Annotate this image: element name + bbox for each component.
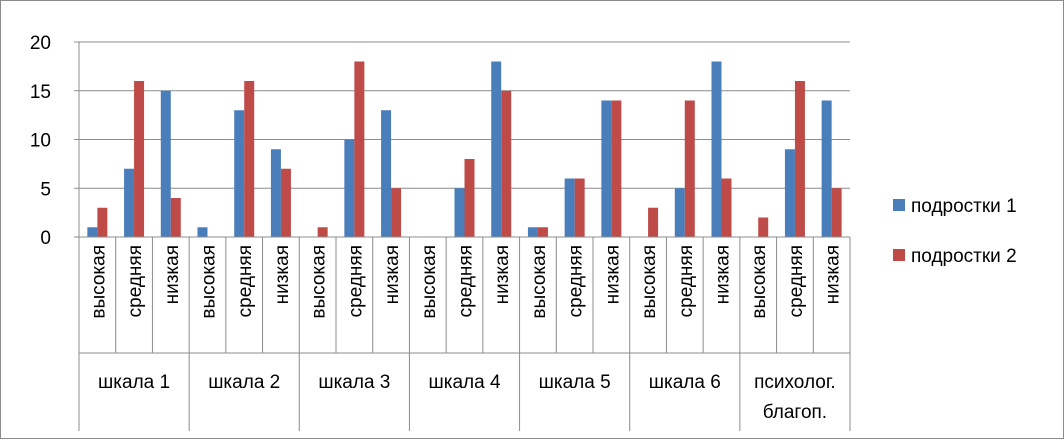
x-tick-label: средняя <box>786 245 807 317</box>
bar-2 <box>464 159 475 237</box>
group-label: психолог. благоп. <box>754 372 836 423</box>
bar-2 <box>501 90 512 237</box>
group-label: шкала 3 <box>318 372 390 393</box>
x-tick-label: средняя <box>345 245 366 317</box>
legend: подростки 1 подростки 2 <box>893 196 1017 267</box>
x-tick-label: низкая <box>823 245 844 304</box>
axes: 0 5 10 15 20 высокая средняя низкая высокая средн… <box>30 33 851 431</box>
group-label: шкала 4 <box>428 372 500 393</box>
bar-2 <box>134 81 145 237</box>
legend-label-2: подростки 2 <box>911 246 1017 267</box>
group-label: шкала 6 <box>649 372 721 393</box>
bar-1 <box>270 149 281 237</box>
x-tick-label: низкая <box>382 245 403 304</box>
bar-1 <box>491 61 502 237</box>
bar-1 <box>87 227 98 237</box>
bar-2 <box>574 178 585 237</box>
bar-1 <box>564 178 575 237</box>
x-tick-label: средняя <box>456 245 477 317</box>
x-tick-label: высокая <box>309 245 330 319</box>
bar-1 <box>124 168 135 237</box>
x-tick-label: средняя <box>676 245 697 317</box>
x-tick-label: низкая <box>713 245 734 304</box>
bar-2 <box>244 81 255 237</box>
bars <box>87 61 842 237</box>
bar-2 <box>684 100 695 237</box>
bar-1 <box>821 100 832 237</box>
x-tick-label: низкая <box>272 245 293 304</box>
group-label: шкала 2 <box>208 372 280 393</box>
y-tick-label: 10 <box>30 131 51 152</box>
x-tick-label: высокая <box>529 245 550 319</box>
y-tick-label: 15 <box>30 82 51 103</box>
bar-2 <box>831 188 842 237</box>
bar-2 <box>170 198 181 237</box>
x-tick-label: низкая <box>602 245 623 304</box>
bar-2 <box>758 217 769 237</box>
bar-1 <box>381 110 392 237</box>
bar-1 <box>197 227 208 237</box>
x-tick-label: высокая <box>419 245 440 319</box>
bar-2 <box>391 188 402 237</box>
y-tick-label: 20 <box>30 33 51 54</box>
bar-1 <box>601 100 612 237</box>
bar-1 <box>344 139 355 237</box>
group-label: шкала 5 <box>539 372 611 393</box>
bar-2 <box>97 207 108 237</box>
bar-1 <box>674 188 685 237</box>
bar-2 <box>648 207 659 237</box>
y-tick-label: 5 <box>40 179 51 200</box>
bar-2 <box>354 61 365 237</box>
x-tick-label: средняя <box>235 245 256 317</box>
group-label: шкала 1 <box>98 372 170 393</box>
bar-1 <box>160 90 171 237</box>
bar-2 <box>317 227 328 237</box>
x-tick-label: низкая <box>162 245 183 304</box>
bar-1 <box>784 149 795 237</box>
bar-1 <box>711 61 722 237</box>
bar-1 <box>454 188 465 237</box>
bar-2 <box>280 168 291 237</box>
x-tick-label: средняя <box>566 245 587 317</box>
x-tick-label: средняя <box>125 245 146 317</box>
bar-2 <box>721 178 732 237</box>
legend-swatch-1 <box>893 199 905 211</box>
bar-2 <box>537 227 548 237</box>
x-tick-label: высокая <box>639 245 660 319</box>
y-tick-label: 0 <box>40 228 51 249</box>
legend-swatch-2 <box>893 249 905 261</box>
bar-2 <box>794 81 805 237</box>
x-tick-label: высокая <box>88 245 109 319</box>
x-tick-label: высокая <box>749 245 770 319</box>
bar-2 <box>611 100 622 237</box>
bar-1 <box>527 227 538 237</box>
legend-label-1: подростки 1 <box>911 196 1017 217</box>
x-tick-label: низкая <box>492 245 513 304</box>
bar-1 <box>234 110 245 237</box>
x-tick-label: высокая <box>199 245 220 319</box>
